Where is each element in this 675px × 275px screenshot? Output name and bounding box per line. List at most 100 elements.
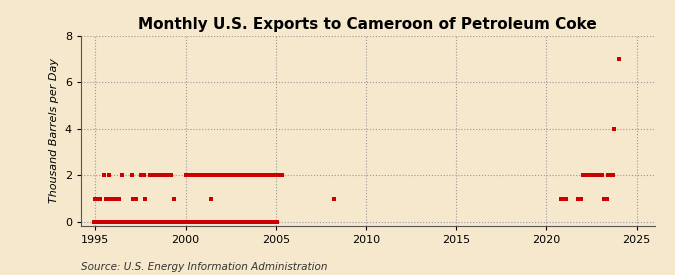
Point (148, 173, 159, 178)
Point (90, 197, 101, 201)
Point (126, 173, 137, 178)
Point (260, 220, 271, 224)
Point (185, 173, 196, 178)
Point (329, 197, 340, 201)
Point (141, 220, 152, 224)
Point (92, 197, 103, 201)
Point (180, 220, 191, 224)
Point (586, 173, 597, 178)
Point (591, 173, 601, 178)
Point (243, 220, 254, 224)
Point (560, 197, 571, 201)
Point (192, 220, 202, 224)
Point (269, 173, 280, 178)
Point (232, 173, 242, 178)
Point (222, 173, 233, 178)
Point (158, 173, 169, 178)
Point (119, 220, 130, 224)
Point (237, 220, 248, 224)
Point (244, 220, 255, 224)
Point (132, 220, 142, 224)
Point (250, 220, 261, 224)
Point (135, 173, 146, 178)
Point (153, 173, 164, 178)
Point (178, 220, 189, 224)
Point (221, 220, 232, 224)
Point (184, 220, 195, 224)
Point (249, 173, 260, 178)
Point (151, 220, 162, 224)
Point (605, 173, 616, 178)
Point (219, 173, 230, 178)
Point (267, 173, 278, 178)
Point (261, 173, 272, 178)
Point (213, 220, 224, 224)
Point (598, 197, 609, 201)
Y-axis label: Thousand Barrels per Day: Thousand Barrels per Day (49, 58, 59, 203)
Point (559, 197, 570, 201)
Point (210, 220, 221, 224)
Point (230, 220, 240, 224)
Point (200, 173, 211, 178)
Point (163, 220, 174, 224)
Point (252, 173, 263, 178)
Point (117, 220, 128, 224)
Point (233, 220, 244, 224)
Point (219, 220, 230, 224)
Point (156, 220, 167, 224)
Point (234, 220, 245, 224)
Point (209, 220, 219, 224)
Point (608, 173, 618, 178)
Point (88, 220, 99, 224)
Point (186, 220, 196, 224)
Point (95, 220, 105, 224)
Point (128, 197, 138, 201)
Point (148, 220, 159, 224)
Point (195, 220, 206, 224)
Point (236, 220, 246, 224)
Point (582, 173, 593, 178)
Point (194, 220, 205, 224)
Point (266, 220, 277, 224)
Point (135, 220, 146, 224)
Point (223, 220, 234, 224)
Point (258, 220, 269, 224)
Point (254, 220, 265, 224)
Point (191, 173, 202, 178)
Point (256, 220, 267, 224)
Point (248, 220, 259, 224)
Point (216, 173, 227, 178)
Point (101, 197, 111, 201)
Point (240, 220, 251, 224)
Point (273, 173, 284, 178)
Point (257, 173, 268, 178)
Point (255, 173, 266, 178)
Point (182, 173, 192, 178)
Point (111, 197, 122, 201)
Point (228, 220, 239, 224)
Point (595, 173, 606, 178)
Point (270, 220, 281, 224)
Point (234, 173, 245, 178)
Point (225, 220, 236, 224)
Point (144, 220, 155, 224)
Point (96, 220, 107, 224)
Point (172, 220, 183, 224)
Point (162, 220, 173, 224)
Point (272, 173, 283, 178)
Point (574, 197, 585, 201)
Point (159, 173, 170, 178)
Point (130, 220, 141, 224)
Point (103, 173, 114, 178)
Point (217, 220, 228, 224)
Point (221, 173, 232, 178)
Point (153, 220, 163, 224)
Point (211, 173, 221, 178)
Point (577, 173, 588, 178)
Point (259, 173, 269, 178)
Point (108, 220, 119, 224)
Point (112, 220, 123, 224)
Point (231, 220, 242, 224)
Point (609, 127, 620, 131)
Point (198, 220, 209, 224)
